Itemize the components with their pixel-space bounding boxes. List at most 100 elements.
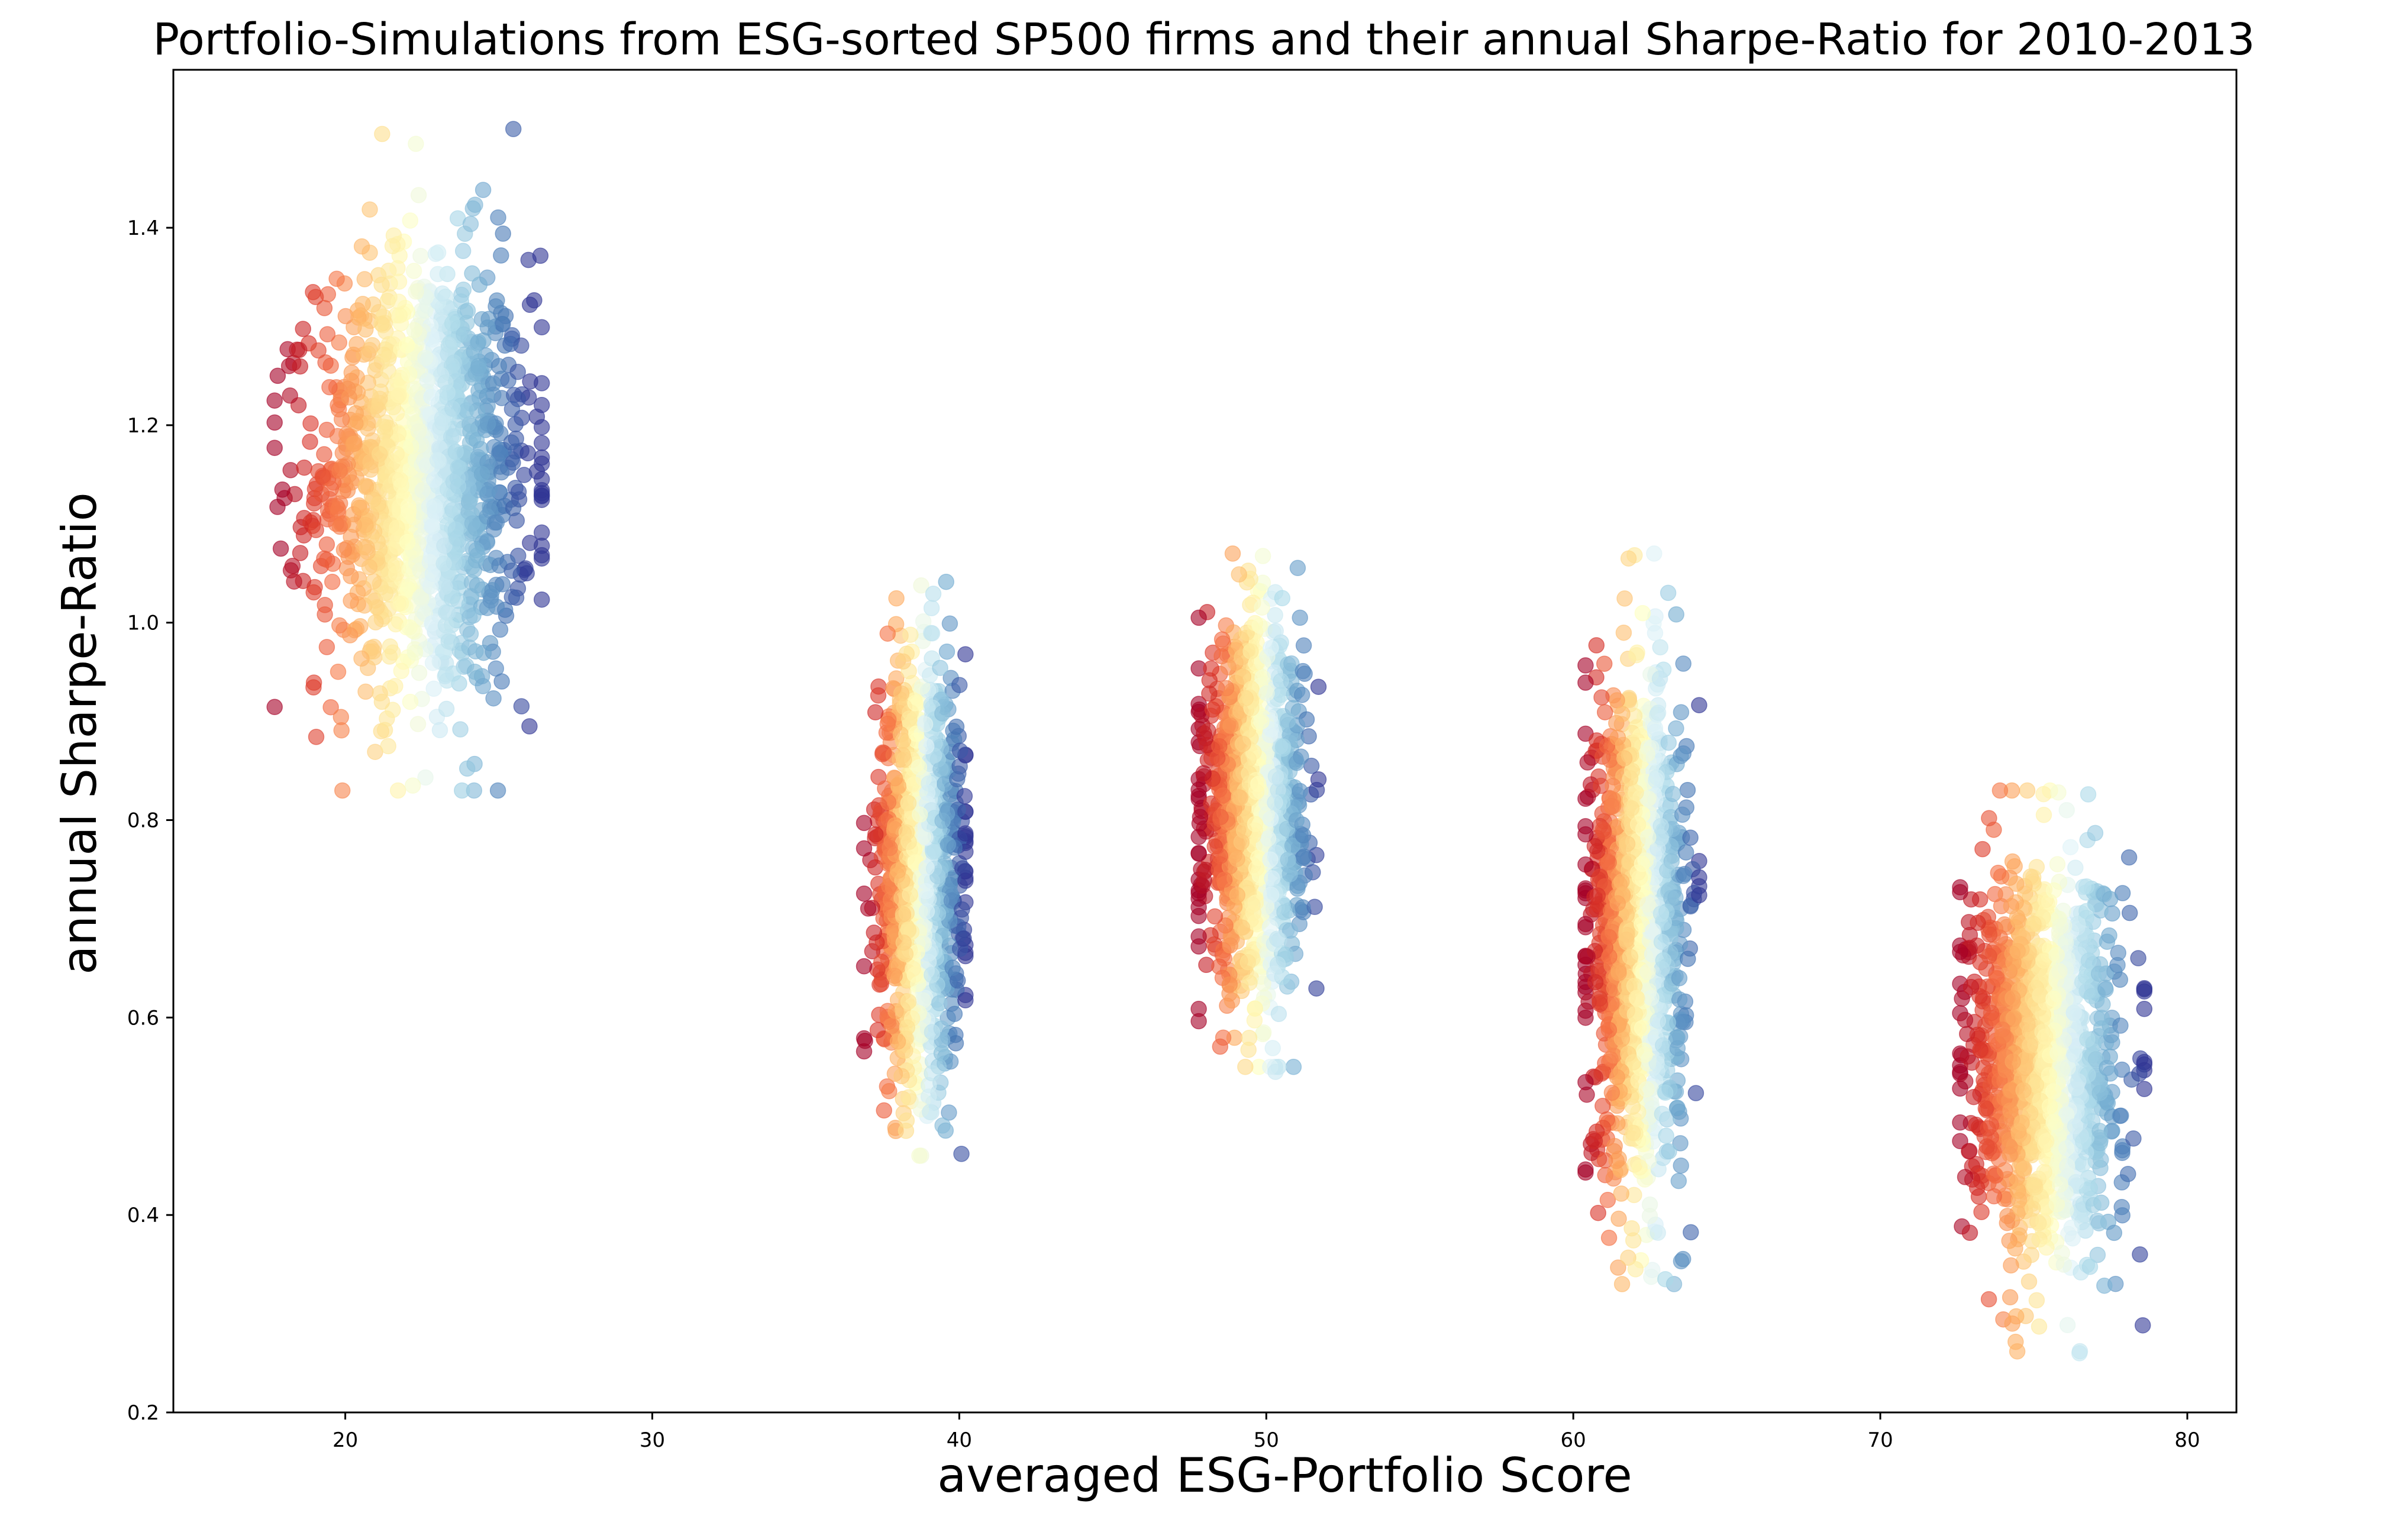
data-point — [1190, 845, 1207, 862]
data-point — [411, 664, 428, 681]
data-point — [331, 518, 348, 535]
data-point — [1295, 662, 1311, 680]
data-point — [1308, 980, 1325, 997]
data-point — [354, 296, 371, 312]
data-point — [533, 471, 550, 487]
data-point — [925, 586, 942, 602]
data-point — [318, 536, 335, 553]
data-point — [1216, 871, 1233, 888]
data-point — [417, 350, 434, 366]
data-point — [1201, 685, 1218, 702]
data-point — [867, 704, 884, 721]
data-point — [317, 606, 333, 623]
data-point — [321, 379, 338, 396]
data-point — [1218, 680, 1235, 697]
data-point — [404, 622, 421, 639]
data-point — [1245, 904, 1262, 922]
data-point — [412, 247, 429, 264]
data-point — [938, 573, 954, 590]
data-point — [485, 375, 502, 392]
data-point — [901, 710, 918, 727]
data-point — [867, 826, 884, 843]
data-point — [1577, 657, 1594, 674]
data-point — [902, 626, 919, 643]
data-point — [458, 402, 475, 419]
data-point — [1288, 812, 1305, 829]
data-point — [401, 577, 418, 594]
data-point — [471, 276, 488, 293]
data-point — [493, 673, 510, 690]
data-point — [1224, 545, 1241, 562]
data-point — [932, 761, 949, 778]
data-point — [434, 285, 451, 302]
data-point — [916, 716, 934, 733]
data-point — [424, 655, 441, 671]
data-point — [881, 1083, 898, 1100]
data-point — [390, 273, 408, 290]
data-point — [1190, 1013, 1207, 1030]
data-point — [440, 633, 457, 650]
data-point — [957, 872, 974, 889]
data-point — [316, 300, 333, 316]
data-point — [473, 465, 490, 483]
data-point — [505, 500, 522, 516]
data-point — [1206, 908, 1224, 925]
data-point — [893, 685, 910, 702]
data-point — [1285, 1059, 1302, 1075]
data-point — [513, 698, 530, 714]
data-point — [391, 307, 408, 324]
data-point — [369, 599, 385, 616]
data-point — [1231, 566, 1247, 583]
data-point — [880, 794, 897, 811]
data-point — [1190, 829, 1207, 845]
data-point — [905, 961, 921, 977]
data-point — [1248, 784, 1265, 800]
data-point — [1588, 637, 1605, 654]
data-point — [1254, 669, 1271, 686]
data-point — [1266, 965, 1283, 982]
data-point — [938, 805, 956, 822]
data-point — [870, 687, 887, 704]
data-point — [1212, 848, 1229, 865]
data-point — [923, 600, 940, 616]
data-point — [1268, 930, 1286, 948]
data-point — [307, 289, 324, 305]
data-point — [1264, 870, 1280, 887]
data-point — [1577, 1074, 1594, 1091]
data-point — [1600, 1230, 1618, 1246]
data-point — [392, 595, 409, 612]
data-point — [1289, 755, 1305, 771]
data-point — [362, 461, 379, 478]
data-point — [1594, 1098, 1611, 1114]
data-point — [1660, 734, 1677, 751]
data-point — [417, 302, 434, 319]
data-point — [308, 729, 325, 745]
data-point — [1292, 609, 1308, 626]
data-point — [1229, 851, 1245, 868]
data-point — [1577, 1164, 1594, 1181]
data-point — [533, 419, 550, 435]
data-point — [1673, 748, 1689, 764]
data-point — [533, 591, 550, 608]
data-point — [502, 335, 519, 353]
data-point — [503, 434, 520, 451]
data-point — [431, 722, 448, 739]
data-point — [1616, 590, 1633, 607]
data-point — [1258, 685, 1275, 701]
data-point — [328, 270, 345, 287]
data-point — [1270, 1006, 1287, 1023]
data-point — [533, 455, 550, 472]
data-point — [895, 653, 912, 670]
data-point — [371, 445, 388, 463]
data-point — [1295, 848, 1312, 865]
data-point — [899, 1019, 915, 1036]
data-point — [911, 759, 928, 775]
data-point — [1222, 717, 1239, 734]
data-point — [1229, 887, 1246, 904]
data-point — [390, 293, 407, 310]
data-point — [305, 679, 322, 696]
data-point — [1211, 738, 1228, 755]
data-point — [856, 885, 873, 902]
data-point — [489, 292, 505, 309]
data-point — [334, 782, 351, 799]
